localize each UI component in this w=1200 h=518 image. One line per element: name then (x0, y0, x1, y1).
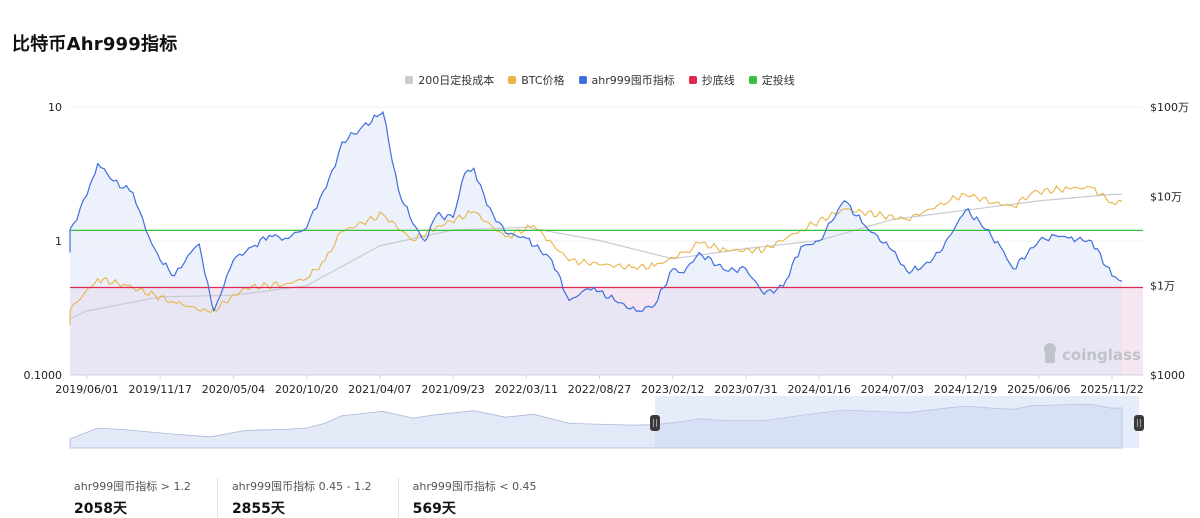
range-navigator[interactable] (69, 396, 1144, 449)
stat-between: ahr999囤币指标 0.45 - 1.2 2855天 (218, 478, 399, 518)
y-right-tick-label: $1万 (1150, 280, 1175, 293)
watermark: coinglass (1044, 343, 1141, 364)
x-tick-label: 2023/02/12 (641, 383, 704, 396)
legend-swatch (508, 76, 517, 84)
x-tick-label: 2019/06/01 (55, 383, 118, 396)
legend-item-btc-price[interactable]: BTC价格 (508, 72, 565, 88)
legend-swatch (748, 76, 757, 84)
y-left-tick-label: 0.1000 (24, 369, 63, 382)
series-ahr999-line (69, 111, 1123, 312)
x-tick-label: 2024/12/19 (934, 383, 997, 396)
coinglass-logo-icon (1044, 343, 1056, 363)
legend-item-bottom-line[interactable]: 抄底线 (688, 72, 735, 88)
stat-above-1-2: ahr999囤币指标 > 1.2 2058天 (60, 478, 218, 518)
navigator-selection[interactable] (655, 396, 1139, 448)
x-tick-label: 2020/05/04 (202, 383, 265, 396)
x-tick-label: 2022/08/27 (568, 383, 631, 396)
y-right-tick-label: $10万 (1150, 190, 1182, 203)
x-axis-ticks: 2019/06/01 2019/11/17 2020/05/04 2020/10/20… (55, 375, 1144, 396)
legend-swatch (405, 76, 414, 84)
x-tick-label: 2024/07/03 (861, 383, 924, 396)
y-axis-right: $100万 $10万 $1万 $1000 (1150, 101, 1189, 382)
y-left-tick-label: 1 (55, 235, 62, 248)
x-tick-label: 2023/07/31 (714, 383, 777, 396)
legend-label: 定投线 (761, 74, 795, 87)
ahr999-area-fill (70, 111, 1122, 376)
legend-label: 200日定投成本 (418, 74, 495, 87)
y-left-tick-label: 10 (48, 101, 62, 114)
navigator-handle-left[interactable] (650, 415, 660, 431)
x-tick-label: 2021/09/23 (421, 383, 484, 396)
stat-label: ahr999囤币指标 > 1.2 (74, 480, 191, 493)
legend-item-dca-cost[interactable]: 200日定投成本 (405, 72, 494, 88)
gridlines (70, 106, 1143, 242)
series-dca-cost-line (69, 193, 1122, 319)
stat-label: ahr999囤币指标 < 0.45 (412, 480, 537, 493)
legend-label: ahr999囤币指标 (591, 74, 675, 87)
legend-swatch (688, 76, 697, 84)
ahr999-chart: 2019/06/01 2019/11/17 2020/05/04 2020/10/20… (24, 101, 1189, 449)
legend-item-ahr999[interactable]: ahr999囤币指标 (578, 72, 675, 88)
x-tick-label: 2020/10/20 (275, 383, 338, 396)
legend-label: 抄底线 (701, 74, 735, 87)
stat-value: 2058天 (74, 501, 127, 517)
y-right-tick-label: $100万 (1150, 101, 1189, 114)
x-tick-label: 2019/11/17 (129, 383, 192, 396)
legend-label: BTC价格 (521, 74, 565, 87)
stat-label: ahr999囤币指标 0.45 - 1.2 (231, 480, 372, 493)
x-tick-label: 2025/06/06 (1007, 383, 1070, 396)
stat-value: 2855天 (231, 501, 285, 517)
x-tick-label: 2024/01/16 (787, 383, 850, 396)
y-right-tick-label: $1000 (1150, 369, 1185, 382)
y-axis-left: 10 1 0.1000 (24, 101, 63, 382)
x-tick-label: 2021/04/07 (348, 383, 411, 396)
legend-swatch (578, 76, 587, 84)
series-btc-price-line (69, 185, 1123, 326)
page-title: 比特币Ahr999指标 (12, 34, 178, 55)
navigator-area (69, 403, 1123, 449)
stat-value: 569天 (412, 501, 456, 517)
navigator-handle-right[interactable] (1134, 415, 1144, 431)
stat-below-0-45: ahr999囤币指标 < 0.45 569天 (399, 478, 563, 518)
legend-item-dca-line[interactable]: 定投线 (748, 72, 795, 88)
stats-panel: ahr999囤币指标 > 1.2 2058天 ahr999囤币指标 0.45 -… (60, 478, 563, 518)
x-tick-label: 2022/03/11 (495, 383, 558, 396)
chart-legend: 200日定投成本 BTC价格 ahr999囤币指标 抄底线 定投线 (0, 72, 1200, 88)
watermark-text: coinglass (1062, 346, 1141, 364)
x-tick-label: 2025/11/22 (1080, 383, 1143, 396)
